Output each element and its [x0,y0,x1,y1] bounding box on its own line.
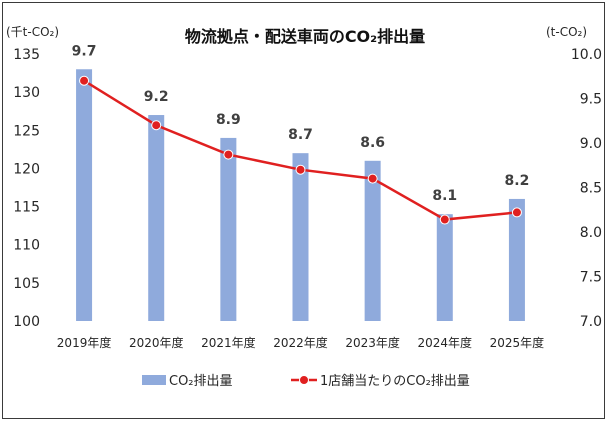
left-tick-label: 125 [13,123,40,139]
x-tick-label: 2023年度 [345,335,400,350]
right-tick-label: 8.5 [580,181,602,197]
data-label: 9.2 [144,89,169,105]
bar [292,153,309,321]
left-tick-label: 100 [13,314,40,330]
right-tick-label: 8.0 [580,225,602,241]
data-label: 9.7 [72,43,97,59]
left-tick-label: 110 [13,238,40,254]
left-tick-label: 135 [13,47,40,63]
data-label: 8.9 [216,112,241,128]
line-point [223,149,234,160]
line-point [511,207,522,218]
right-tick-label: 10.0 [571,47,602,63]
right-tick-label: 9.5 [580,92,602,108]
data-label: 8.6 [360,135,385,151]
bar [508,198,525,321]
legend-swatch-point [299,375,309,385]
legend-swatch-bar [142,375,166,385]
right-tick-label: 7.5 [580,270,602,286]
left-tick-label: 130 [13,85,40,101]
bar [148,115,165,322]
left-tick-label: 115 [13,200,40,216]
left-tick-label: 120 [13,161,40,177]
bar [76,69,93,321]
x-tick-label: 2022年度 [273,335,328,350]
x-tick-label: 2019年度 [57,335,112,350]
x-tick-label: 2021年度 [201,335,256,350]
bar [364,160,381,321]
line-point [295,164,306,175]
data-label: 8.7 [288,127,313,143]
data-label: 8.1 [432,188,457,204]
x-tick-label: 2025年度 [490,335,545,350]
x-tick-label: 2024年度 [418,335,473,350]
line-point [367,173,378,184]
data-label: 8.2 [505,173,530,189]
chart-title: 物流拠点・配送車両のCO₂排出量 [185,27,425,46]
line-point [79,75,90,86]
line-point [439,214,450,225]
left-axis-unit: (千t-CO₂) [6,25,59,39]
right-tick-label: 7.0 [580,314,602,330]
legend-label-bar: CO₂排出量 [169,374,233,389]
legend-label-line: 1店舗当たりのCO₂排出量 [320,374,470,389]
left-tick-label: 105 [13,276,40,292]
bar [436,214,453,321]
right-tick-label: 9.0 [580,136,602,152]
line-point [151,120,162,131]
bar [220,137,237,321]
x-tick-label: 2020年度 [129,335,184,350]
right-axis-unit: (t-CO₂) [546,25,587,39]
